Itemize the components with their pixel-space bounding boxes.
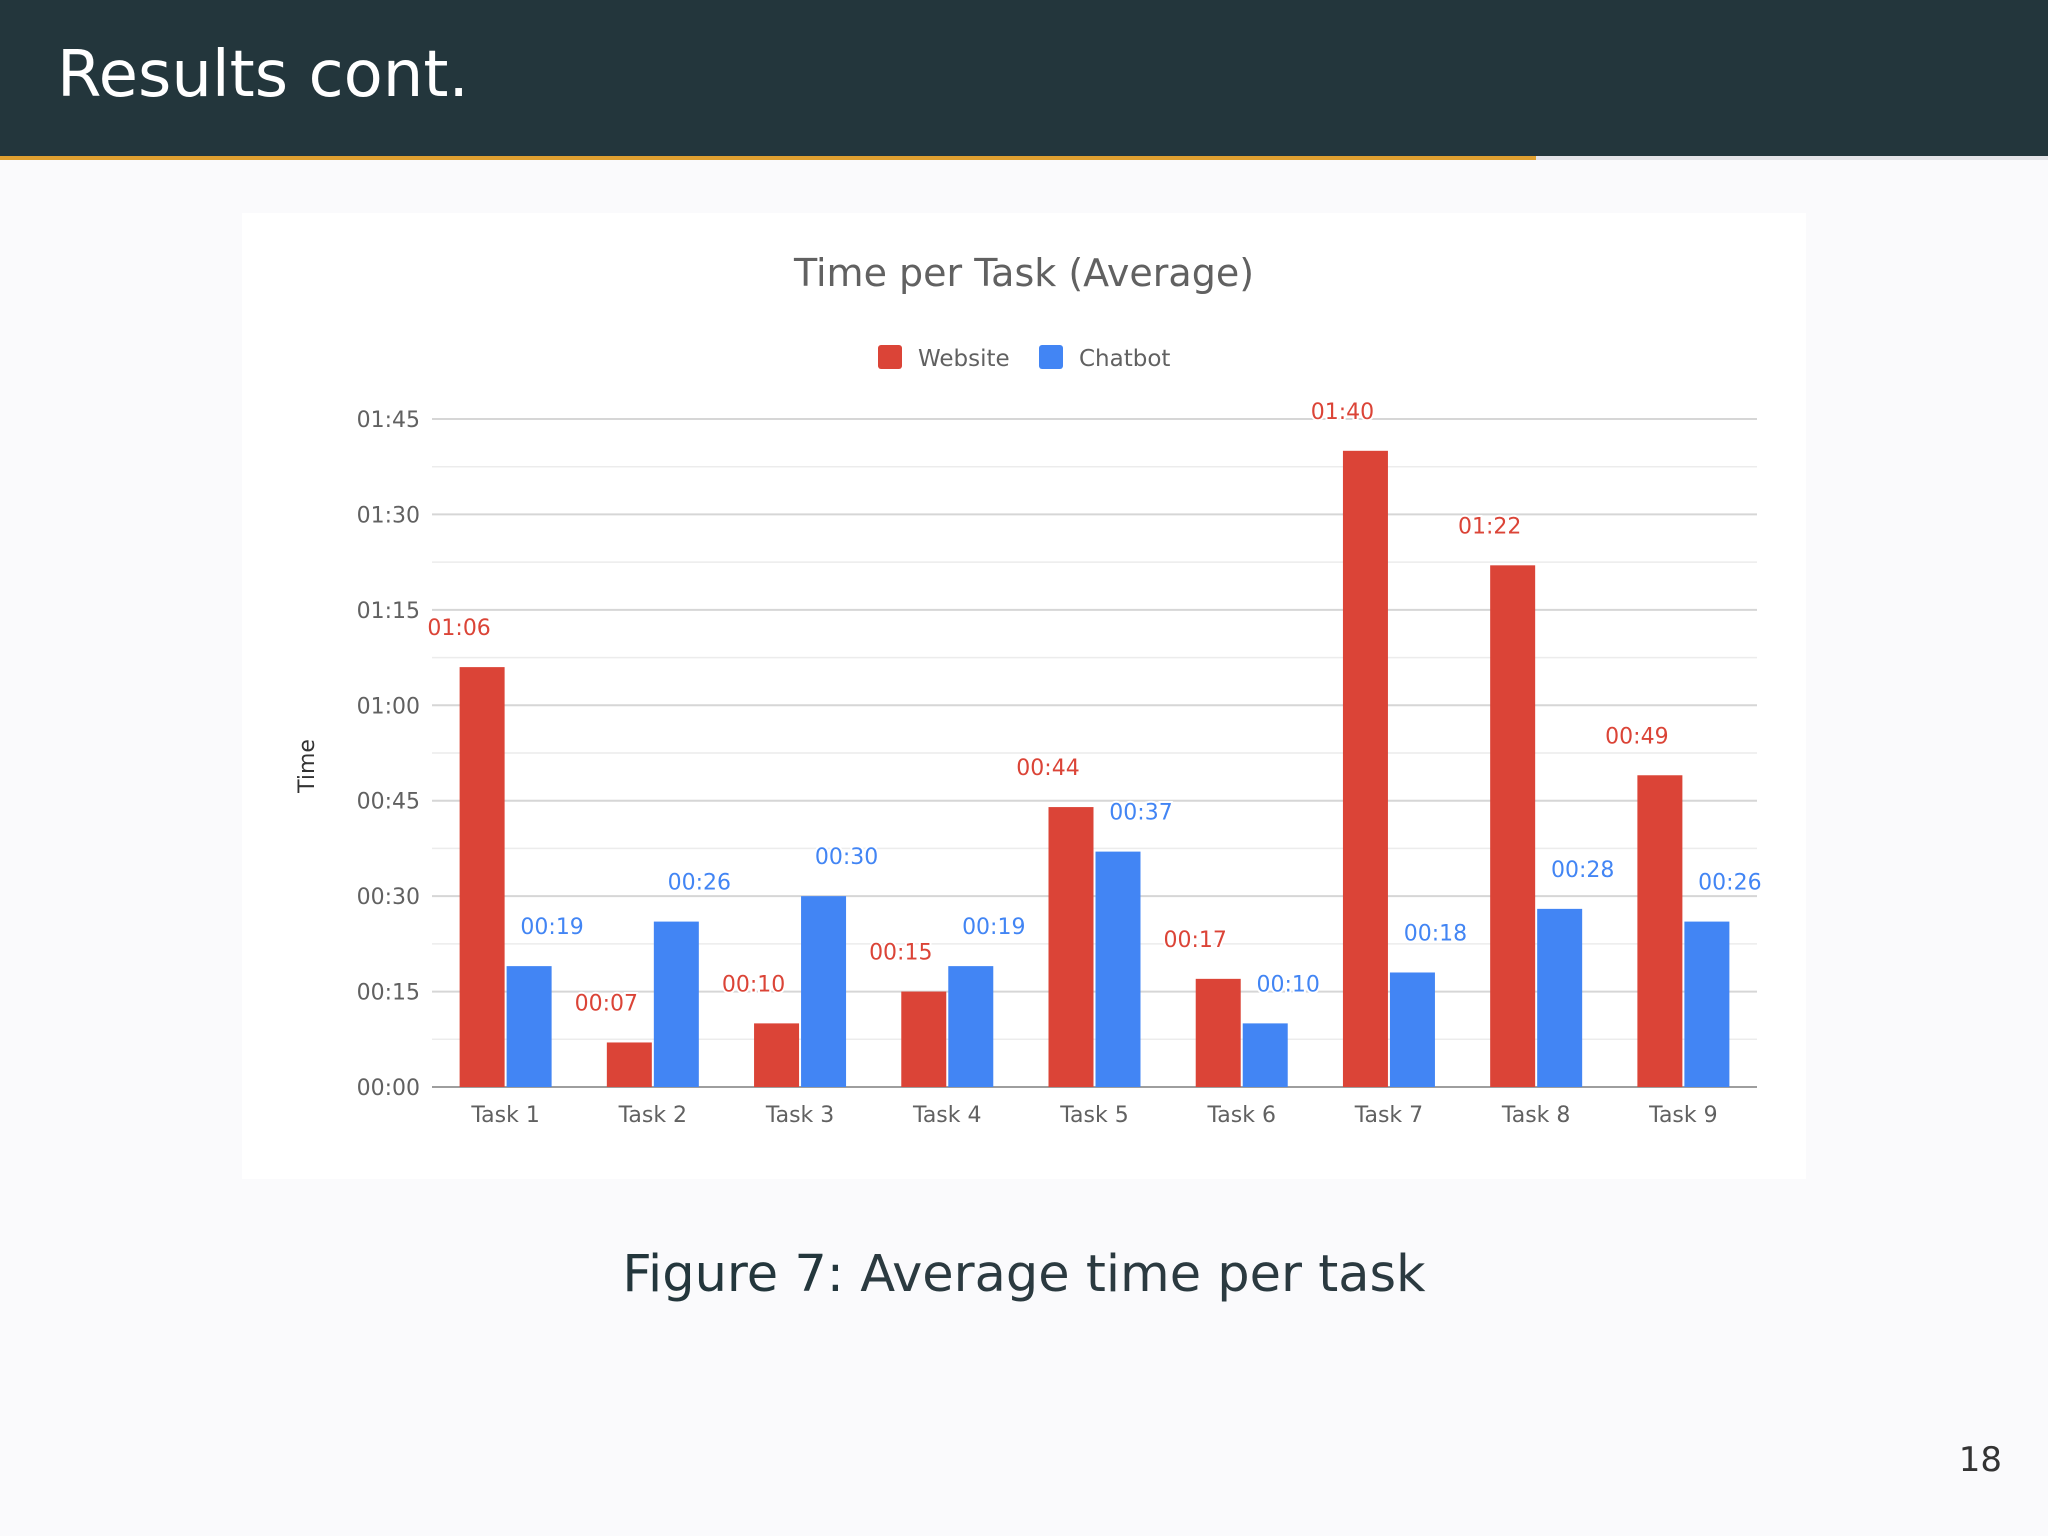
data-label-chatbot: 00:37 — [1109, 801, 1172, 826]
bar-chatbot — [1095, 851, 1141, 1087]
data-label-chatbot: 00:19 — [962, 915, 1025, 940]
y-tick-label: 00:00 — [357, 1076, 420, 1101]
bar-chatbot — [653, 921, 699, 1087]
x-tick-label: Task 7 — [1354, 1103, 1423, 1128]
bar-website — [1342, 450, 1388, 1087]
data-label-website: 00:10 — [722, 972, 785, 997]
data-label-website: 01:06 — [427, 616, 490, 641]
x-tick-label: Task 6 — [1206, 1103, 1275, 1128]
x-tick-label: Task 8 — [1501, 1103, 1570, 1128]
bar-chatbot — [506, 966, 552, 1087]
legend-label-chatbot: Chatbot — [1079, 346, 1170, 372]
data-label-chatbot: 00:30 — [815, 845, 878, 870]
bar-website — [1637, 775, 1683, 1087]
bar-website — [1490, 565, 1536, 1087]
bar-chatbot — [1242, 1023, 1288, 1087]
legend-label-website: Website — [918, 346, 1010, 372]
slide-header: Results cont. — [0, 0, 2048, 156]
figure-caption: Figure 7: Average time per task — [0, 1245, 2048, 1304]
bar-website — [754, 1023, 800, 1087]
bar-website — [459, 667, 505, 1087]
bar-chatbot — [1684, 921, 1730, 1087]
x-tick-label: Task 4 — [912, 1103, 981, 1128]
y-tick-label: 01:45 — [357, 408, 420, 433]
data-label-chatbot: 00:26 — [1698, 871, 1761, 896]
data-label-website: 00:49 — [1605, 724, 1668, 749]
bar-website — [606, 1042, 652, 1087]
bar-chatbot — [1537, 908, 1583, 1087]
data-label-website: 00:07 — [575, 991, 638, 1016]
data-label-website: 01:40 — [1311, 400, 1374, 425]
y-tick-label: 00:15 — [357, 981, 420, 1006]
y-tick-label: 01:00 — [357, 694, 420, 719]
bar-website — [1048, 807, 1094, 1087]
chart-card: 00:00 00:15 00:30 00:45 01:00 01:15 01:30 01:45… — [242, 213, 1806, 1179]
slide-title: Results cont. — [57, 38, 469, 112]
data-label-chatbot: 00:19 — [520, 915, 583, 940]
legend-swatch-website — [878, 345, 902, 369]
data-label-website: 00:44 — [1016, 756, 1079, 781]
y-tick-label: 00:45 — [357, 790, 420, 815]
progress-bar — [0, 156, 2048, 160]
chart-title: Time per Task (Average) — [793, 251, 1254, 295]
x-tick-label: Task 5 — [1059, 1103, 1128, 1128]
data-label-website: 01:22 — [1458, 514, 1521, 539]
bar-chatbot — [1389, 972, 1435, 1087]
y-tick-label: 01:30 — [357, 503, 420, 528]
data-label-website: 00:17 — [1164, 928, 1227, 953]
bar-website — [901, 991, 947, 1087]
data-label-chatbot: 00:18 — [1404, 921, 1467, 946]
y-tick-label: 01:15 — [357, 599, 420, 624]
y-axis-label: Time — [295, 739, 320, 794]
x-tick-label: Task 1 — [470, 1103, 539, 1128]
page-number: 18 — [1958, 1440, 2002, 1480]
x-tick-label: Task 2 — [618, 1103, 687, 1128]
figure-caption-label: Figure 7: — [622, 1245, 844, 1304]
data-label-website: 00:15 — [869, 941, 932, 966]
x-tick-label: Task 9 — [1648, 1103, 1717, 1128]
data-label-chatbot: 00:28 — [1551, 858, 1614, 883]
data-label-chatbot: 00:10 — [1257, 972, 1320, 997]
y-tick-label: 00:30 — [357, 885, 420, 910]
x-tick-label: Task 3 — [765, 1103, 834, 1128]
figure-caption-text: Average time per task — [860, 1245, 1426, 1304]
legend-swatch-chatbot — [1039, 345, 1063, 369]
bar-chart: 00:00 00:15 00:30 00:45 01:00 01:15 01:30 01:45… — [295, 251, 1764, 1128]
data-label-chatbot: 00:26 — [668, 871, 731, 896]
progress-bar-fill — [0, 156, 1536, 160]
bar-chatbot — [948, 966, 994, 1087]
bar-chatbot — [801, 896, 847, 1087]
bar-website — [1195, 978, 1241, 1087]
